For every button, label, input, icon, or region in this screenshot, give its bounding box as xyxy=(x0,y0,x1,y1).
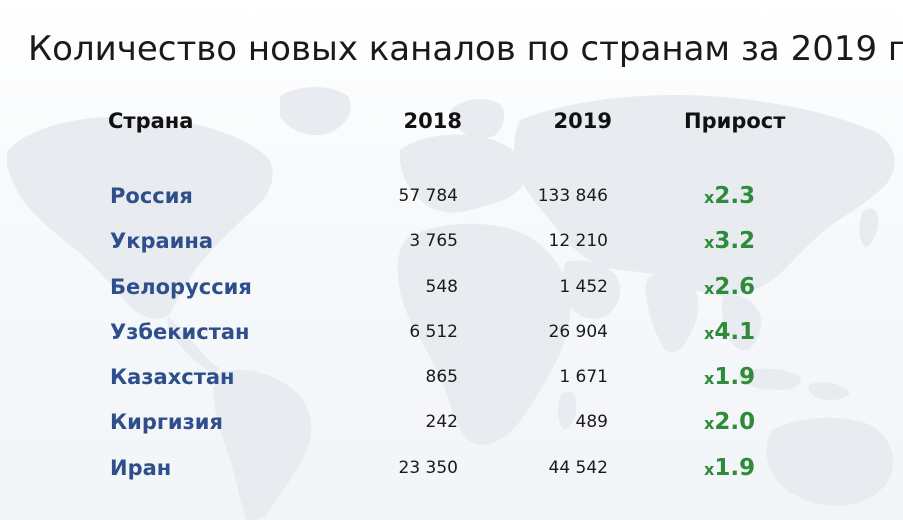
country-name: Узбекистан xyxy=(110,320,250,344)
table-row-iran: Иран 23 350 44 542 x1.9 xyxy=(0,448,903,488)
growth-value: x2.6 xyxy=(704,267,755,307)
value-2019: 12 210 xyxy=(548,231,608,251)
table-row-kazakhstan: Казахстан 865 1 671 x1.9 xyxy=(0,357,903,397)
table-row-ukraine: Украина 3 765 12 210 x3.2 xyxy=(0,221,903,261)
value-2018: 548 xyxy=(425,277,458,297)
header-growth: Прирост xyxy=(684,109,786,133)
growth-value: x3.2 xyxy=(704,221,755,261)
growth-number: 2.6 xyxy=(714,274,756,300)
value-2018: 57 784 xyxy=(398,186,458,206)
growth-prefix: x xyxy=(704,414,715,433)
growth-value: x4.1 xyxy=(704,312,755,352)
growth-number: 2.3 xyxy=(714,183,756,209)
value-2019: 26 904 xyxy=(548,322,608,342)
growth-value: x2.0 xyxy=(704,402,755,442)
page-title: Количество новых каналов по странам за 2… xyxy=(28,29,903,69)
growth-value: x2.3 xyxy=(704,176,755,216)
header-2019: 2019 xyxy=(553,109,612,133)
growth-number: 2.0 xyxy=(714,409,756,435)
table-row-russia: Россия 57 784 133 846 x2.3 xyxy=(0,176,903,216)
country-name: Украина xyxy=(110,229,214,253)
growth-value: x1.9 xyxy=(704,448,755,488)
growth-prefix: x xyxy=(704,233,715,252)
country-name: Россия xyxy=(110,184,193,208)
table-row-uzbekistan: Узбекистан 6 512 26 904 x4.1 xyxy=(0,312,903,352)
value-2019: 489 xyxy=(575,412,608,432)
growth-prefix: x xyxy=(704,279,715,298)
value-2018: 242 xyxy=(425,412,458,432)
country-name: Киргизия xyxy=(110,410,223,434)
country-name: Иран xyxy=(110,456,172,480)
value-2019: 133 846 xyxy=(537,186,608,206)
header-country: Страна xyxy=(108,109,194,133)
value-2018: 3 765 xyxy=(409,231,458,251)
value-2018: 6 512 xyxy=(409,322,458,342)
growth-prefix: x xyxy=(704,460,715,479)
growth-number: 4.1 xyxy=(714,319,756,345)
growth-prefix: x xyxy=(704,369,715,388)
growth-prefix: x xyxy=(704,188,715,207)
growth-value: x1.9 xyxy=(704,357,755,397)
growth-number: 3.2 xyxy=(714,228,756,254)
table-row-belarus: Белоруссия 548 1 452 x2.6 xyxy=(0,267,903,307)
table-row-kyrgyzstan: Киргизия 242 489 x2.0 xyxy=(0,402,903,442)
value-2019: 44 542 xyxy=(548,458,608,478)
growth-prefix: x xyxy=(704,324,715,343)
value-2019: 1 671 xyxy=(559,367,608,387)
header-2018: 2018 xyxy=(403,109,462,133)
growth-number: 1.9 xyxy=(714,455,756,481)
country-name: Казахстан xyxy=(110,365,235,389)
country-name: Белоруссия xyxy=(110,275,252,299)
growth-number: 1.9 xyxy=(714,364,756,390)
value-2019: 1 452 xyxy=(559,277,608,297)
value-2018: 23 350 xyxy=(398,458,458,478)
value-2018: 865 xyxy=(425,367,458,387)
